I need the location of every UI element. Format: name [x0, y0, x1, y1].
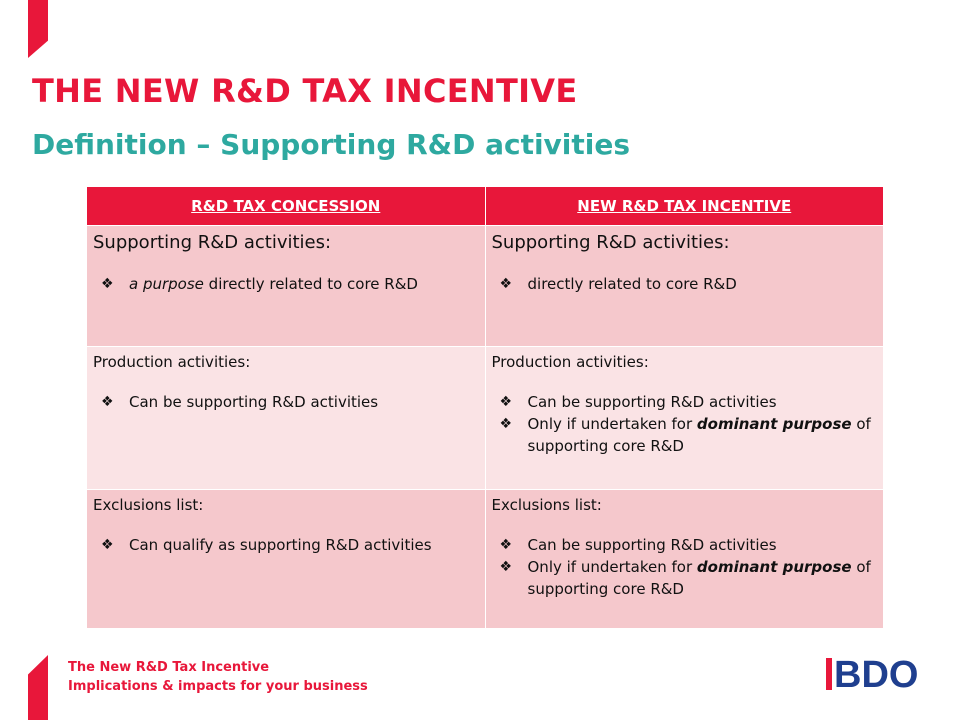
list-item: ❖ Can be supporting R&D activities [499, 536, 777, 554]
diamond-bullet-icon: ❖ [499, 416, 513, 432]
diamond-bullet-icon: ❖ [101, 394, 114, 410]
diamond-bullet-icon: ❖ [499, 276, 513, 292]
diamond-bullet-icon: ❖ [499, 559, 513, 575]
list-item: ❖ Only if undertaken for dominant purpos… [499, 415, 871, 455]
logo-text: BDO [834, 654, 918, 694]
accent-bar-bottom [28, 655, 48, 720]
list-item: ❖ a purpose directly related to core R&D [101, 275, 418, 293]
cell-heading: Exclusions list: [491, 496, 602, 514]
footer: The New R&D Tax Incentive Implications &… [68, 658, 368, 696]
table-row: Exclusions list: ❖ Can qualify as suppor… [86, 489, 884, 629]
diamond-bullet-icon: ❖ [101, 276, 114, 292]
cell-incentive-exclusions: Exclusions list: ❖ Can be supporting R&D… [484, 489, 884, 629]
list-item: ❖ Can be supporting R&D activities [499, 393, 777, 411]
page-title: THE NEW R&D TAX INCENTIVE [32, 72, 578, 110]
cell-concession-supporting: Supporting R&D activities: ❖ a purpose d… [86, 225, 486, 347]
list-item: ❖ Can qualify as supporting R&D activiti… [101, 536, 432, 554]
cell-heading: Supporting R&D activities: [491, 232, 730, 253]
cell-incentive-supporting: Supporting R&D activities: ❖ directly re… [484, 225, 884, 347]
cell-heading: Production activities: [93, 353, 251, 371]
bdo-logo: BDO [826, 654, 918, 694]
cell-heading: Production activities: [491, 353, 649, 371]
column-header-incentive: NEW R&D TAX INCENTIVE [484, 186, 884, 226]
comparison-table: R&D TAX CONCESSION NEW R&D TAX INCENTIVE… [86, 186, 884, 629]
cell-heading: Exclusions list: [93, 496, 204, 514]
list-item: ❖ Can be supporting R&D activities [101, 393, 379, 411]
diamond-bullet-icon: ❖ [101, 537, 114, 553]
list-item: ❖ directly related to core R&D [499, 275, 737, 293]
footer-title: The New R&D Tax Incentive [68, 660, 270, 675]
diamond-bullet-icon: ❖ [499, 394, 513, 410]
accent-bar-top [28, 0, 48, 58]
cell-heading: Supporting R&D activities: [93, 232, 332, 253]
list-item: ❖ Only if undertaken for dominant purpos… [499, 558, 871, 598]
column-header-concession: R&D TAX CONCESSION [86, 186, 486, 226]
cell-incentive-production: Production activities: ❖ Can be supporti… [484, 346, 884, 490]
page-subtitle: Definition – Supporting R&D activities [32, 128, 631, 161]
diamond-bullet-icon: ❖ [499, 537, 513, 553]
footer-subtitle: Implications & impacts for your business [68, 679, 368, 694]
cell-concession-production: Production activities: ❖ Can be supporti… [86, 346, 486, 490]
table-row: Supporting R&D activities: ❖ a purpose d… [86, 225, 884, 347]
cell-concession-exclusions: Exclusions list: ❖ Can qualify as suppor… [86, 489, 486, 629]
table-row: Production activities: ❖ Can be supporti… [86, 346, 884, 490]
